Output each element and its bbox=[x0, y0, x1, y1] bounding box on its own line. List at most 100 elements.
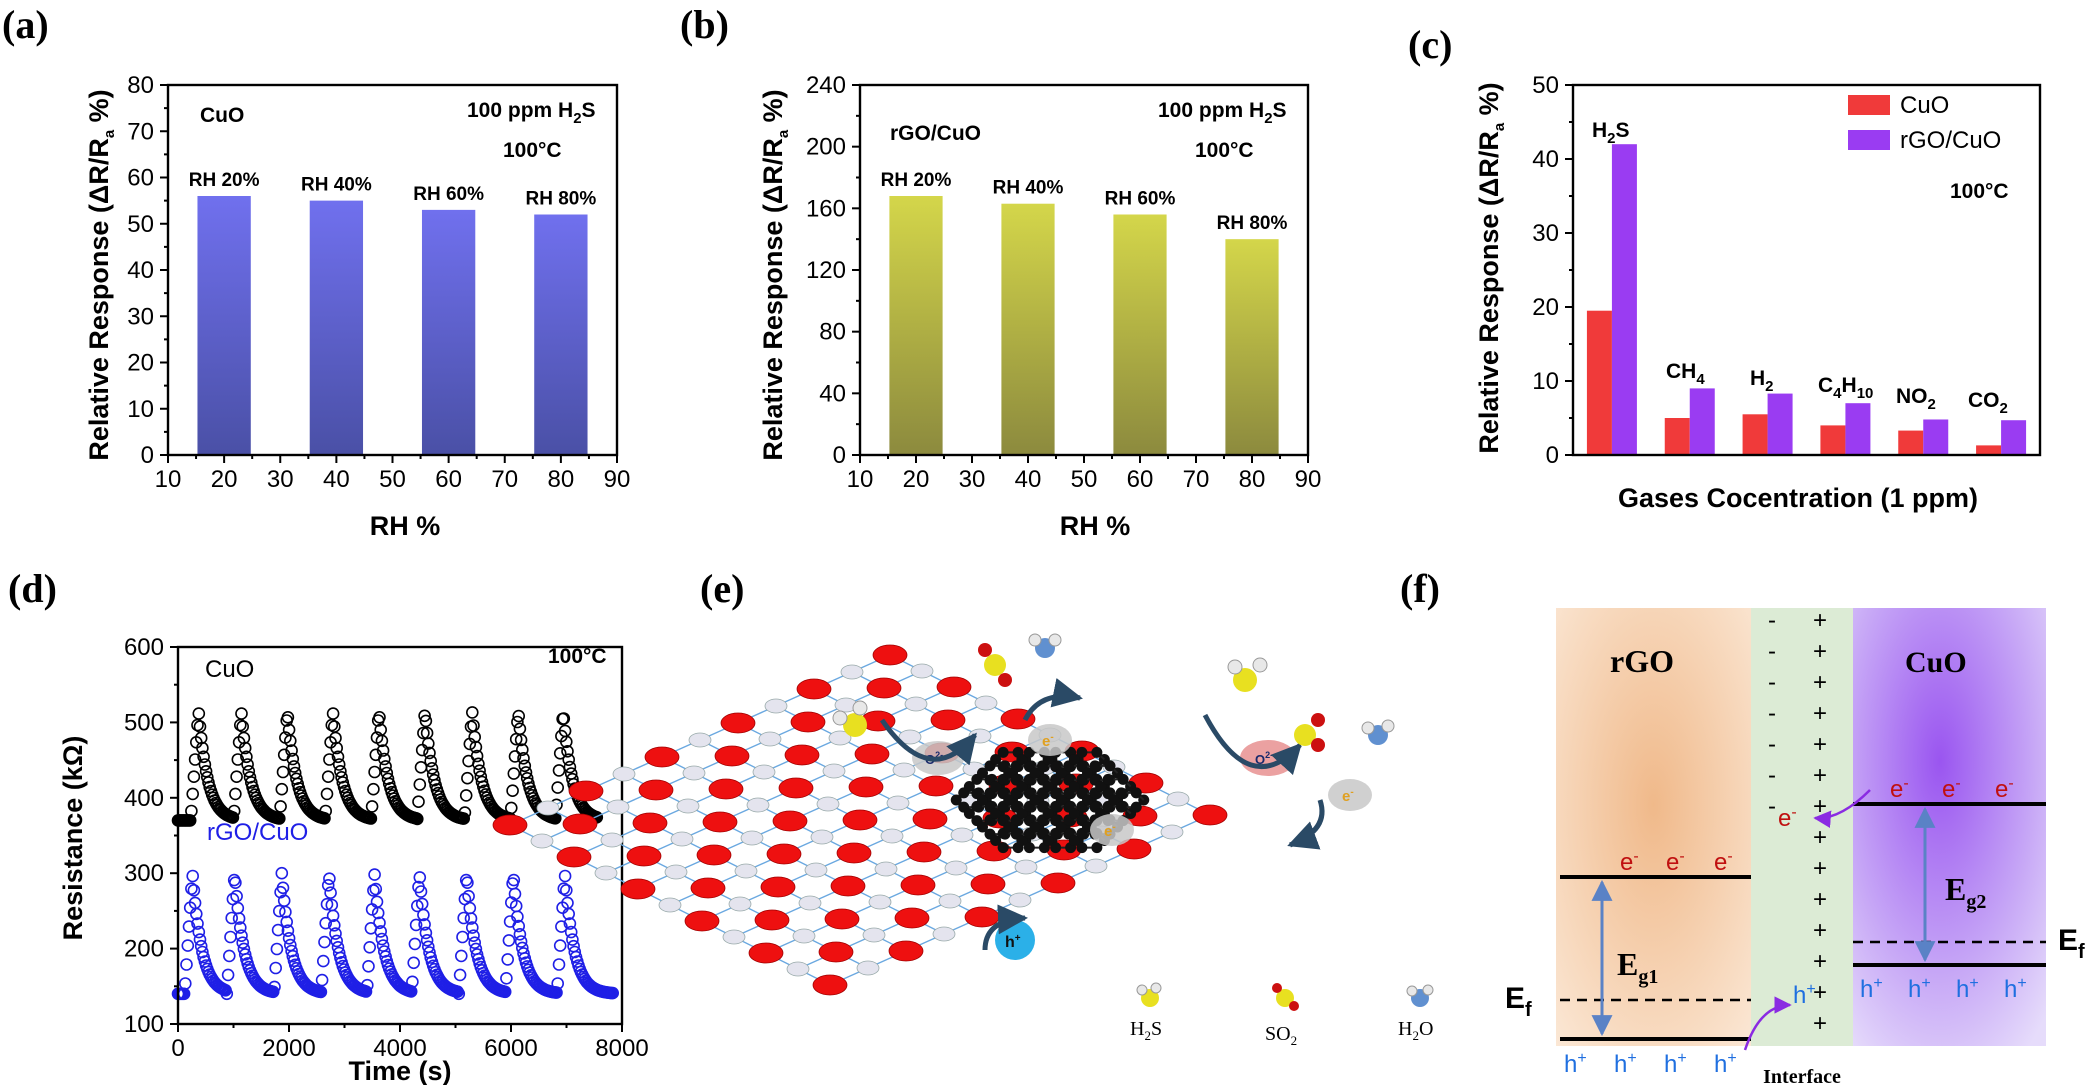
chart-d-ylabel: Resistance (kΩ) bbox=[58, 736, 88, 941]
chart-d-point-rgo-cuo bbox=[413, 871, 427, 884]
chart-d-point-rgo-cuo bbox=[234, 921, 247, 934]
chart-d-point-cuo bbox=[461, 771, 474, 785]
chart-d-point-cuo bbox=[238, 741, 252, 755]
fermi-label-left: Ef bbox=[1505, 982, 1532, 1021]
chart-d-point-rgo-cuo bbox=[470, 948, 484, 961]
chart-d-point-rgo-cuo bbox=[269, 961, 283, 975]
cuo-region bbox=[1853, 608, 2046, 1046]
chart-b-bar bbox=[889, 196, 943, 455]
chart-d-point-cuo bbox=[457, 812, 471, 825]
copper-atom bbox=[932, 926, 956, 942]
chart-d-point-cuo bbox=[235, 707, 248, 720]
oxygen-atom bbox=[620, 878, 656, 900]
copper-atom bbox=[746, 797, 770, 813]
chart-d-point-cuo bbox=[365, 800, 379, 813]
legend-swatch-cuo bbox=[1848, 95, 1890, 115]
chart-d-point-rgo-cuo bbox=[223, 949, 236, 963]
hole-rgo: h+ bbox=[1664, 1050, 1687, 1078]
copper-atom bbox=[676, 798, 700, 814]
copper-atom bbox=[764, 698, 788, 714]
chart-a-xtick-label: 10 bbox=[155, 466, 182, 493]
oxygen-atom bbox=[936, 676, 972, 698]
carbon-atom bbox=[1029, 767, 1041, 779]
oxygen-atom bbox=[778, 777, 814, 799]
flow-arrow-1 bbox=[879, 718, 977, 766]
interface-plus: + bbox=[1813, 855, 1827, 882]
chart-d-point-cuo bbox=[192, 707, 206, 720]
chart-d-point-cuo bbox=[552, 764, 566, 777]
copper-atom bbox=[862, 927, 886, 943]
chart-d-point-rgo-cuo bbox=[330, 934, 344, 948]
oxygen-atom bbox=[748, 942, 784, 964]
interface-plus: + bbox=[1813, 824, 1827, 851]
chart-d-point-rgo-cuo bbox=[329, 927, 342, 940]
interface-minus: - bbox=[1768, 731, 1776, 758]
legend-label-rgo-cuo: rGO/CuO bbox=[1900, 127, 2001, 154]
chart-d-point-rgo-cuo bbox=[371, 906, 385, 920]
chart-d-point-rgo-cuo bbox=[225, 911, 238, 925]
chart-d-point-cuo bbox=[198, 758, 212, 771]
chart-d-point-cuo bbox=[511, 715, 524, 729]
chart-d-point-rgo-cuo bbox=[407, 956, 421, 970]
electron-cuo: e- bbox=[1942, 775, 1961, 803]
flow-arrow-5 bbox=[982, 904, 1028, 951]
chart-d-point-cuo bbox=[508, 750, 522, 763]
chart-d-temp: 100°C bbox=[548, 645, 607, 668]
chart-d-point-cuo bbox=[475, 775, 489, 789]
chart-d-point-cuo bbox=[318, 811, 331, 825]
electron-3-label: e- bbox=[1104, 822, 1116, 840]
carbon-atom bbox=[1076, 842, 1088, 854]
panel-label-e: (e) bbox=[700, 566, 744, 611]
oxygen-atom bbox=[900, 874, 936, 896]
interface-plus: + bbox=[1813, 948, 1827, 975]
chart-a-bar bbox=[309, 200, 364, 455]
chart-d-point-rgo-cuo bbox=[232, 912, 246, 925]
chart-d-point-cuo bbox=[197, 750, 210, 764]
chart-a-ytick-label: 20 bbox=[127, 350, 154, 377]
chart-d-point-cuo bbox=[321, 770, 335, 784]
chart-d-point-cuo bbox=[561, 744, 574, 758]
chart-b-rh-rgo-cuo: RH 20% RH 40% RH 60% RH 80% 10 20 30 40 50 60 70 80… bbox=[758, 72, 1321, 541]
chart-d-point-cuo bbox=[557, 712, 571, 725]
copper-atom bbox=[740, 830, 764, 846]
chart-d-xtick-label: 4000 bbox=[373, 1035, 426, 1062]
copper-atom bbox=[798, 895, 822, 911]
chart-d-point-rgo-cuo bbox=[314, 985, 328, 999]
oxygen-atom bbox=[632, 812, 668, 834]
chart-d-ytick-label: 200 bbox=[124, 936, 164, 963]
chart-c-bar-cuo bbox=[1976, 445, 2002, 455]
chart-a-ytick-label: 70 bbox=[127, 118, 154, 145]
chart-d-point-rgo-cuo bbox=[180, 958, 193, 971]
h2s-molecule-2 bbox=[1227, 657, 1268, 692]
gas-label-c4h10: C4H10 bbox=[1818, 374, 1873, 402]
chart-a-ytick-label: 60 bbox=[127, 165, 154, 192]
chart-d-point-cuo bbox=[287, 760, 301, 773]
chart-b-xtick-label: 80 bbox=[1239, 466, 1266, 493]
copper-atom bbox=[1014, 859, 1038, 875]
chart-c-bar-cuo bbox=[1820, 425, 1846, 455]
interface-plus: + bbox=[1813, 917, 1827, 944]
chart-d-point-cuo bbox=[194, 731, 208, 745]
gas-label-ch4: CH4 bbox=[1666, 360, 1705, 388]
electron-2-label: e- bbox=[1342, 787, 1354, 805]
chart-d-point-cuo bbox=[375, 734, 389, 748]
copper-atom bbox=[594, 865, 618, 881]
chart-d-point-rgo-cuo bbox=[419, 926, 433, 940]
chart-c-bar-rgo-cuo bbox=[1767, 393, 1793, 455]
oxygen-atom bbox=[824, 908, 860, 930]
chart-d-point-rgo-cuo bbox=[512, 919, 526, 933]
chart-d-point-rgo-cuo bbox=[553, 939, 567, 952]
gas-label-co2: CO2 bbox=[1968, 389, 2008, 417]
oxygen-atom bbox=[626, 845, 662, 867]
chart-d-point-rgo-cuo bbox=[320, 897, 334, 911]
chart-d-xtick-label: 0 bbox=[171, 1035, 184, 1062]
chart-d-point-rgo-cuo bbox=[551, 977, 565, 990]
gas-label-h2s: H2S bbox=[1592, 119, 1630, 147]
chart-d-point-cuo bbox=[283, 734, 297, 748]
chart-b-bar-label: RH 20% bbox=[881, 170, 952, 191]
chart-d-point-cuo bbox=[423, 746, 436, 760]
chart-d-point-cuo bbox=[276, 765, 290, 779]
copper-atom bbox=[950, 827, 974, 843]
chart-d-point-rgo-cuo bbox=[465, 921, 479, 934]
oxygen-atom bbox=[812, 974, 848, 996]
